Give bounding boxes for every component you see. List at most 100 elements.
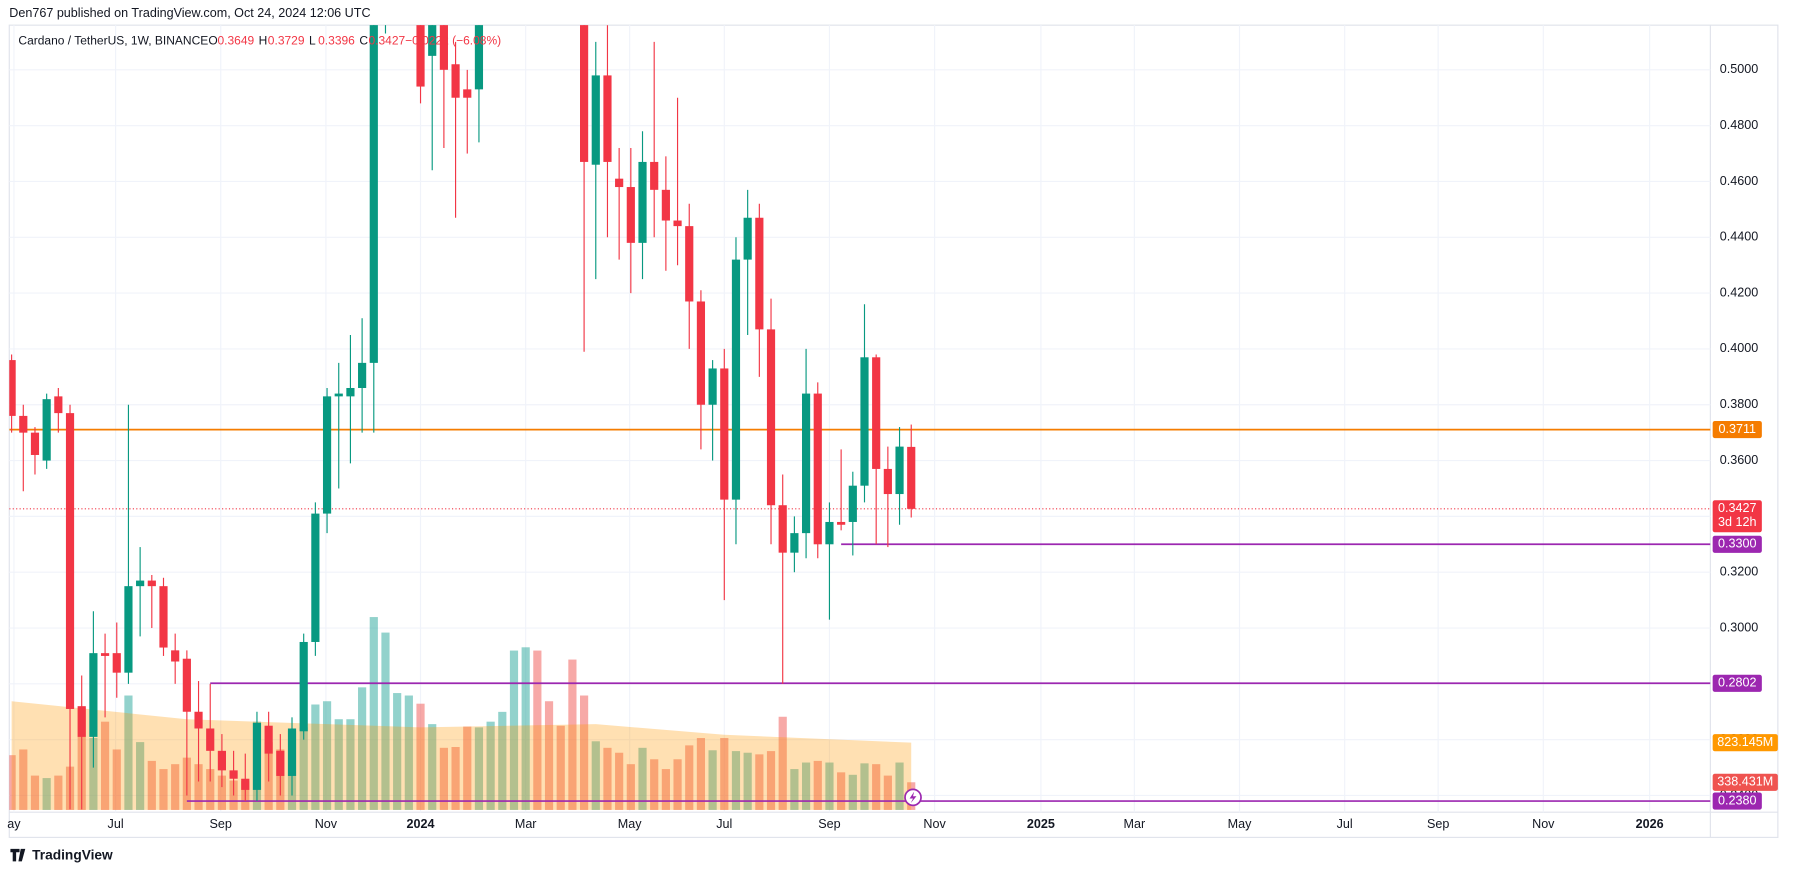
legend-value: 0.3427 xyxy=(368,33,405,47)
candle-body xyxy=(19,415,28,433)
volume-bar xyxy=(720,738,729,810)
volume-bar xyxy=(801,762,811,810)
volume-bar xyxy=(650,759,659,810)
y-tick-label: 0.3000 xyxy=(1720,620,1758,634)
candle-body xyxy=(474,25,484,90)
volume-bar xyxy=(416,703,425,810)
candle-body xyxy=(346,387,355,397)
x-tick-label: Sep xyxy=(1427,817,1449,831)
candle-body xyxy=(837,521,846,525)
volume-bar xyxy=(568,659,577,810)
x-tick-label: 2025 xyxy=(1027,817,1055,831)
candle-body xyxy=(790,533,799,553)
legend-value: 0.3729 xyxy=(268,33,305,47)
volume-bar xyxy=(194,764,203,810)
volume-bar xyxy=(89,738,98,810)
candle-body xyxy=(463,89,472,98)
y-tick-label: 0.3800 xyxy=(1720,397,1758,411)
volume-bar xyxy=(743,752,752,810)
candle-body xyxy=(182,658,191,712)
legend-value: 0.3649 xyxy=(217,33,254,47)
candle-body xyxy=(708,368,717,405)
candle-body xyxy=(848,485,857,522)
volume-tag: 338.431M xyxy=(1717,775,1773,789)
candle-body xyxy=(334,393,343,397)
volume-bar xyxy=(685,745,694,810)
volume-bar xyxy=(346,719,355,810)
candle-body xyxy=(42,399,51,461)
volume-bar xyxy=(533,650,542,810)
candle-body xyxy=(30,432,40,455)
x-tick-label: 2024 xyxy=(407,817,435,831)
candle-body xyxy=(439,25,448,70)
y-tick-label: 0.4600 xyxy=(1720,174,1758,188)
volume-bar xyxy=(404,695,413,810)
volume-bar xyxy=(322,701,332,810)
candle-body xyxy=(638,161,647,243)
volume-bar xyxy=(486,721,495,810)
legend-key: H xyxy=(259,33,268,47)
volume-bar xyxy=(755,754,764,810)
volume-bar xyxy=(766,751,776,810)
volume-bar xyxy=(498,711,507,810)
volume-bar xyxy=(591,741,600,810)
volume-bar xyxy=(42,778,51,810)
x-tick-label: Mar xyxy=(1124,817,1146,831)
published-note: Den767 published on TradingView.com, Oct… xyxy=(9,6,370,20)
volume-bar xyxy=(100,721,110,810)
volume-bar xyxy=(708,750,717,810)
volume-bar xyxy=(848,774,857,810)
volume-bar xyxy=(334,719,343,810)
y-tick-label: 0.4400 xyxy=(1720,230,1758,244)
volume-bar xyxy=(19,749,28,810)
candle-body xyxy=(755,217,764,330)
candle-body xyxy=(159,586,168,648)
volume-bar xyxy=(521,647,530,810)
x-tick-label: May xyxy=(1228,817,1252,831)
candle-body xyxy=(428,25,437,56)
volume-bar xyxy=(673,759,682,810)
volume-bar xyxy=(9,755,16,810)
volume-bar xyxy=(171,764,180,810)
candle-body xyxy=(778,505,787,553)
volume-bar xyxy=(393,693,402,810)
candle-body xyxy=(89,653,98,737)
countdown: 3d 12h xyxy=(1718,515,1756,529)
volume-ma-area xyxy=(11,701,912,810)
volume-bar xyxy=(778,716,787,810)
candle-body xyxy=(124,586,133,673)
volume-bar xyxy=(206,769,215,810)
volume-bar xyxy=(790,769,799,810)
level-tag: 0.2380 xyxy=(1718,793,1756,807)
candle-body xyxy=(241,778,250,790)
level-tag: 0.3711 xyxy=(1718,422,1756,436)
volume-bar xyxy=(638,747,647,810)
volume-bar xyxy=(112,749,121,810)
level-tag-box xyxy=(1712,421,1762,439)
x-tick-label: ay xyxy=(7,817,21,831)
candle-body xyxy=(252,722,262,790)
candle-body xyxy=(591,75,600,165)
candle-body xyxy=(299,641,308,732)
level-tag-box xyxy=(1712,792,1762,810)
level-tag: 0.2802 xyxy=(1718,676,1756,690)
candle-body xyxy=(813,393,822,545)
candle-body xyxy=(112,653,121,673)
volume-bar xyxy=(895,762,904,810)
y-tick-label: 0.4800 xyxy=(1720,118,1758,132)
volume-bar xyxy=(147,760,156,810)
x-tick-label: Jul xyxy=(108,817,124,831)
volume-bar xyxy=(30,775,40,810)
volume-bar xyxy=(217,775,226,810)
volume-bar xyxy=(136,742,145,810)
legend-key: L xyxy=(309,33,316,47)
candle-body xyxy=(801,393,811,534)
level-tag-box xyxy=(1712,535,1762,553)
volume-bar xyxy=(696,738,706,810)
candle-body xyxy=(369,25,378,363)
x-tick-label: 2026 xyxy=(1636,817,1664,831)
y-tick-label: 0.4200 xyxy=(1720,285,1758,299)
volume-bar xyxy=(428,724,437,810)
